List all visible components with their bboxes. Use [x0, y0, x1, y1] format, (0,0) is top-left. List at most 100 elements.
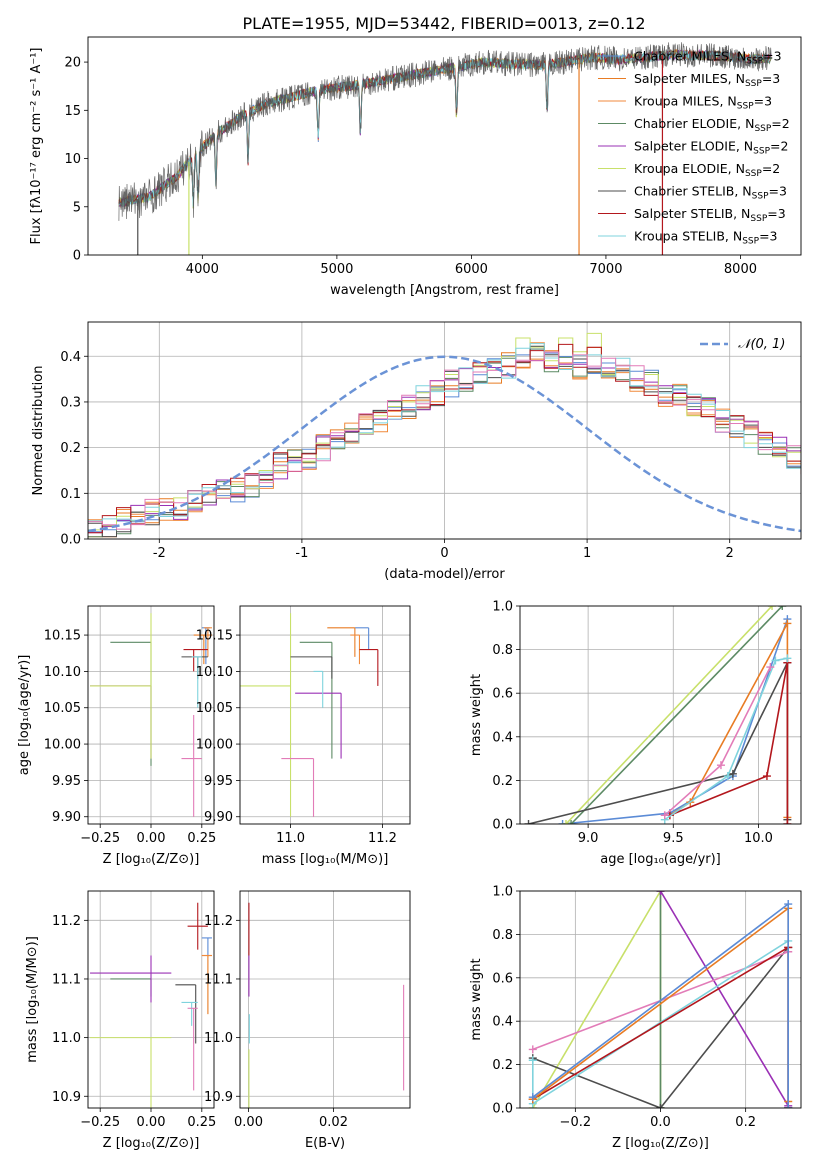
axes-frame: [519, 605, 802, 825]
weight-marker: [528, 1045, 537, 1054]
y-axis-label: mass [log₁₀(M/M⊙)]: [25, 936, 40, 1063]
histogram-step: [88, 355, 801, 534]
x-axis-label: wavelength [Angstrom, rest frame]: [330, 283, 559, 298]
y-tick-label: 10.15: [196, 629, 233, 644]
y-tick-label: 10.05: [196, 701, 233, 716]
y-tick-label: 11.0: [204, 1031, 233, 1046]
x-tick-label: −0.2: [560, 1115, 592, 1130]
weight-marker: [784, 900, 793, 909]
x-tick-label: 0.00: [234, 1115, 263, 1130]
histogram-step: [88, 351, 801, 530]
axes: 11.0 11.2 9.90 9.95 10.00 10.05 10.10 10.15 mass…: [196, 605, 411, 867]
x-tick-label: 10.0: [744, 831, 773, 846]
legend-label: Chabrier STELIB, NSSP=3: [634, 184, 787, 202]
axes: 0.00 0.02 10.9 11.0 11.1 11.2 E(B-V): [204, 890, 411, 1151]
y-tick-label: 11.1: [204, 972, 233, 987]
y-axis-label: mass weight: [469, 674, 484, 756]
x-axis-label: E(B-V): [305, 1136, 345, 1151]
y-tick-label: 0.8: [492, 928, 513, 943]
axes-frame: [87, 321, 802, 540]
legend-subscript: SSP: [745, 169, 762, 179]
weight-line: [528, 662, 789, 824]
legend-subscript: SSP: [754, 124, 771, 134]
normal-curve: [88, 355, 801, 533]
y-tick-label: 0.2: [492, 1058, 513, 1073]
x-axis-label: age [log₁₀(age/yr)]: [600, 852, 721, 867]
spectrum-data-line: [118, 42, 772, 221]
y-tick-label: 0.1: [60, 487, 81, 502]
legend-label-rest: =3: [767, 206, 785, 221]
weight-marker: [524, 820, 533, 824]
legend-label-rest: =3: [759, 229, 777, 244]
axes: −0.2 0.0 0.2 0.0 0.2 0.4 0.6 0.8 1.0 Z [log₁₀(Z/Z…: [469, 885, 802, 1151]
weight-line: [570, 606, 783, 824]
legend-label-rest: =3: [763, 49, 781, 64]
x-axis-label: Z [log₁₀(Z/Z⊙)]: [103, 852, 200, 867]
y-tick-label: 0.6: [492, 687, 513, 702]
legend-label-rest: =2: [762, 161, 780, 176]
x-tick-label: 0.00: [137, 831, 166, 846]
x-tick-label: 0.25: [187, 831, 216, 846]
weight-marker: [783, 619, 792, 628]
legend-subscript: SSP: [737, 102, 754, 112]
legend-label: Kroupa STELIB, NSSP=3: [634, 229, 778, 247]
y-tick-label: 11.2: [204, 914, 233, 929]
x-tick-label: −0.25: [80, 1115, 120, 1130]
plot-area: [88, 332, 801, 538]
weight-line: [664, 657, 788, 821]
legend-label: Chabrier MILES, NSSP=3: [634, 49, 782, 67]
axes: −0.25 0.00 0.25 9.90 9.95 10.00 10.05 10.10 10.1…: [17, 605, 216, 867]
x-tick-label: 9.5: [663, 831, 684, 846]
y-tick-label: 0.4: [492, 1015, 513, 1030]
x-axis-label: Z [log₁₀(Z/Z⊙)]: [103, 1136, 200, 1151]
legend-label-rest: =3: [769, 184, 787, 199]
y-tick-label: 0.0: [492, 818, 513, 833]
y-tick-label: 1.0: [492, 600, 513, 615]
mass-vs-metallicity-panel: −0.25 0.00 0.25 10.9 11.0 11.1 11.2 Z [log₁₀(Z/…: [25, 890, 216, 1151]
y-tick-label: 20: [64, 56, 81, 71]
weight-line: [532, 891, 662, 1108]
y-tick-label: 0.8: [492, 643, 513, 658]
y-tick-label: 0.3: [60, 395, 81, 410]
weight-line: [659, 891, 789, 1107]
y-tick-label: 9.90: [204, 810, 233, 825]
legend-subscript: SSP: [752, 192, 769, 202]
weight-marker: [567, 820, 576, 824]
y-tick-label: 0.4: [60, 350, 81, 365]
weight-marker: [783, 820, 792, 824]
legend-subscript: SSP: [746, 57, 763, 67]
spectrum-panel: 4000 5000 6000 7000 8000 0 5 10 15 20 wavelength […: [29, 36, 802, 298]
legend-label-rest: =2: [771, 116, 789, 131]
weight-marker: [716, 761, 725, 770]
weight-marker: [558, 820, 567, 824]
legend-subscript: SSP: [753, 147, 770, 157]
y-tick-label: 0: [73, 249, 81, 264]
legend-label: Kroupa ELODIE, NSSP=2: [634, 161, 780, 179]
legend-label: Salpeter MILES, NSSP=3: [634, 71, 780, 89]
x-tick-label: 2: [726, 546, 734, 561]
residuals-panel: -2 -1 0 1 2 0.0 0.1 0.2 0.3 0.4 (data-model)/error…: [31, 321, 802, 582]
y-axis-label: mass weight: [469, 958, 484, 1040]
weight-marker: [783, 654, 792, 663]
y-tick-label: 9.95: [204, 774, 233, 789]
y-tick-label: 10.00: [196, 738, 233, 753]
histogram-step: [88, 348, 801, 533]
y-tick-label: 10.9: [52, 1090, 81, 1105]
legend-label-rest: =3: [754, 94, 772, 109]
x-tick-label: 8000: [724, 262, 757, 277]
y-axis-label: Flux [fλ10⁻¹⁷ erg cm⁻² s⁻¹ A⁻¹]: [29, 48, 44, 245]
legend-label: Salpeter ELODIE, NSSP=2: [634, 139, 788, 157]
y-axis-label: Normed distribution: [31, 366, 46, 496]
axes-frame: [87, 605, 215, 825]
axes-frame: [239, 605, 411, 825]
weight-marker: [768, 606, 777, 610]
axes: 4000 5000 6000 7000 8000 0 5 10 15 20 wavelength […: [29, 36, 802, 298]
x-tick-label: 7000: [589, 262, 622, 277]
x-tick-label: 0: [440, 546, 448, 561]
y-tick-label: 9.90: [52, 810, 81, 825]
x-tick-label: 0.00: [137, 1115, 166, 1130]
plot-area: [248, 902, 405, 1108]
weight-line: [669, 662, 789, 824]
y-tick-label: 10.10: [44, 665, 81, 680]
y-tick-label: 0.0: [492, 1102, 513, 1117]
